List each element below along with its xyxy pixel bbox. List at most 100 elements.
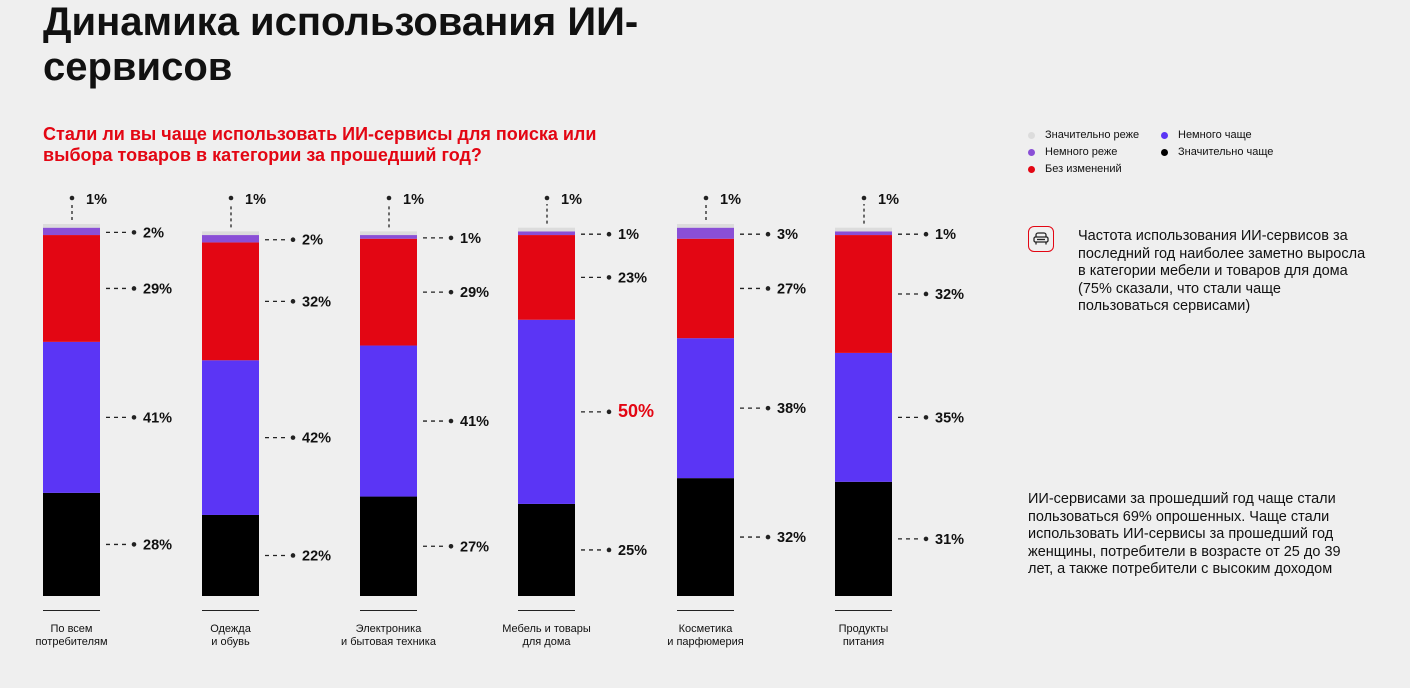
leader-dot [606,275,612,280]
value-label: 1% [720,192,741,208]
value-label: 1% [403,192,424,208]
leader-dot [923,536,929,542]
legend-label: Без изменений [1045,163,1122,175]
category-label: Косметика и парфюмерия [667,623,744,648]
leader-dot [923,415,929,420]
category-underline [518,610,575,611]
value-label: 1% [618,227,639,243]
legend-label: Значительно чаще [1178,146,1274,158]
leader-dot [606,547,612,553]
value-label: 32% [777,530,806,546]
info-text: Частота использования ИИ-сервисов за пос… [1078,228,1366,314]
legend-dot [1028,166,1035,173]
leader-dot [765,231,771,237]
bar-segment [518,235,575,320]
leader-dot [765,405,771,411]
category-label: Мебель и товары для дома [502,623,591,648]
bar-segment [202,235,259,243]
category-label: Электроника и бытовая техника [341,623,436,648]
leader-dot [131,286,137,291]
legend-label: Немного чаще [1178,129,1252,141]
leader-dot [861,195,867,201]
value-label: 50% [618,401,654,421]
bar-segment [43,235,100,342]
leader-dot [448,235,454,241]
leader-dot [923,291,929,297]
bar-segment [677,478,734,596]
leader-dot [448,543,454,549]
bar-segment [835,231,892,236]
value-label: 41% [143,410,172,426]
bar-segment [43,224,100,228]
leader-dot [765,534,771,540]
legend-dot [1161,149,1168,156]
bar-segment [360,231,417,236]
leader-dot [703,195,709,201]
leader-dot [290,299,296,304]
leader-dot [386,195,392,201]
bar-segment [518,227,575,232]
value-label: 42% [302,431,331,447]
bar-segment [360,496,417,596]
bar-segment [518,503,575,596]
category-label: Одежда и обувь [210,623,251,648]
bar-segment [360,235,417,239]
bar-segment [360,238,417,346]
bar-segment [835,227,892,232]
value-label: 23% [618,270,647,286]
category-underline [360,610,417,611]
sofa-icon [1028,226,1054,252]
value-label: 31% [935,532,964,548]
bar-segment [677,227,734,239]
bar-segment [43,492,100,596]
leader-dot [290,553,296,558]
bar-segment [518,319,575,504]
leader-dot [131,415,137,420]
category-underline [43,610,100,611]
bar-segment [677,338,734,479]
bar-segment [202,231,259,236]
leader-dot [131,542,137,547]
value-label: 27% [777,281,806,297]
leader-dot [228,195,234,201]
legend-item: Без изменений [1028,162,1161,177]
bar-segment [677,238,734,339]
bar-segment [518,231,575,236]
legend-label: Немного реже [1045,146,1118,158]
value-label: 32% [302,294,331,310]
legend-item: Немного чаще [1161,128,1301,143]
value-label: 1% [561,192,582,208]
leader-dot [544,195,550,201]
bar-segment [677,224,734,228]
leader-dot [69,195,75,201]
legend-dot [1028,149,1035,156]
leader-dot [290,435,296,440]
value-label: 29% [143,281,172,297]
value-label: 1% [86,192,107,208]
summary-note: ИИ-сервисами за прошедший год чаще стали… [1028,491,1341,577]
chart-legend: Значительно реже Немного чаще Немного ре… [1028,128,1328,177]
value-label: 35% [935,410,964,426]
legend-item: Значительно чаще [1161,145,1301,160]
chart-subtitle: Стали ли вы чаще использовать ИИ-сервисы… [43,124,597,165]
value-label: 1% [245,192,266,208]
value-label: 1% [460,231,481,247]
bar-segment [360,345,417,497]
value-label: 41% [460,414,489,430]
value-label: 22% [302,548,331,564]
leader-dot [606,409,612,415]
leader-dot [290,237,296,243]
bar-segment [835,481,892,596]
bar-segment [43,341,100,493]
category-underline [677,610,734,611]
bar-segment [202,242,259,361]
bar-segment [43,227,100,236]
legend-label: Значительно реже [1045,129,1140,141]
legend-item: Значительно реже [1028,128,1161,143]
value-label: 29% [460,285,489,301]
leader-dot [606,231,612,237]
page-title: Динамика использования ИИ-сервисов [43,0,639,89]
category-label: По всем потребителям [35,623,108,648]
value-label: 1% [935,227,956,243]
value-label: 28% [143,537,172,553]
